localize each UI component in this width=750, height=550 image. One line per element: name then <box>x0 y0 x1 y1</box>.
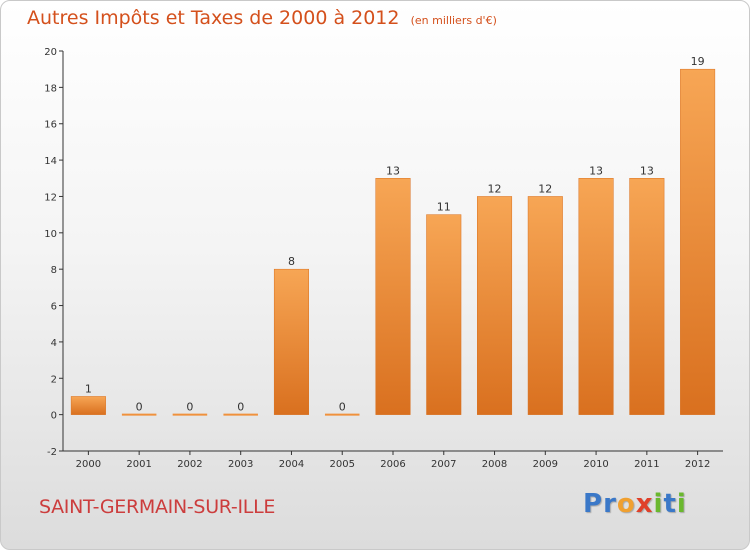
x-tick-label: 2006 <box>380 459 405 470</box>
x-tick-label: 2000 <box>76 459 101 470</box>
y-tick-label: 8 <box>51 265 57 276</box>
x-tick-label: 2011 <box>634 459 659 470</box>
y-tick-label: 20 <box>44 47 57 58</box>
bar-2007 <box>426 214 462 415</box>
y-tick-label: 16 <box>44 120 57 131</box>
y-tick-label: 2 <box>51 374 57 385</box>
data-label-2005: 0 <box>339 401 346 414</box>
data-label-2012: 19 <box>691 55 705 68</box>
x-tick-label: 2002 <box>177 459 202 470</box>
x-tick-label: 2007 <box>431 459 456 470</box>
y-tick-label: 12 <box>44 192 57 203</box>
x-tick-label: 2012 <box>685 459 710 470</box>
proxiti-logo: Proxiti <box>583 489 687 519</box>
y-tick-label: 0 <box>51 411 57 422</box>
y-tick-label: 10 <box>44 229 57 240</box>
logo-letter: o <box>616 489 636 519</box>
y-tick-label: 6 <box>51 302 57 313</box>
bar-2004 <box>273 268 309 415</box>
logo-letter: r <box>603 489 617 519</box>
data-label-2006: 13 <box>386 164 400 177</box>
data-label-2004: 8 <box>288 255 295 268</box>
y-tick-label: 14 <box>44 156 57 167</box>
x-tick-label: 2010 <box>583 459 608 470</box>
bar-2012 <box>680 68 716 415</box>
y-tick-label: -2 <box>47 447 57 458</box>
logo-letter: P <box>583 489 604 519</box>
commune-name: SAINT-GERMAIN-SUR-ILLE <box>39 496 276 518</box>
x-tick-label: 2001 <box>126 459 151 470</box>
data-label-2011: 13 <box>640 164 654 177</box>
data-label-2009: 12 <box>538 182 552 195</box>
y-tick-label: 18 <box>44 83 57 94</box>
x-tick-label: 2005 <box>330 459 355 470</box>
x-tick-label: 2004 <box>279 459 304 470</box>
bar-2011 <box>629 178 665 415</box>
data-label-2003: 0 <box>237 401 244 414</box>
bar-2006 <box>375 178 411 415</box>
data-label-2010: 13 <box>589 164 603 177</box>
logo-letter: x <box>635 489 654 519</box>
logo-letter: i <box>676 489 687 519</box>
bar-2009 <box>527 196 563 415</box>
data-label-2000: 1 <box>85 382 92 395</box>
y-tick-label: 4 <box>51 338 57 349</box>
data-label-2002: 0 <box>186 401 193 414</box>
bar-2010 <box>578 178 614 415</box>
x-tick-label: 2008 <box>482 459 507 470</box>
chart-subtitle: (en milliers d'€) <box>410 14 497 27</box>
data-label-2007: 11 <box>437 201 451 214</box>
logo-letter: i <box>653 489 664 519</box>
bar-2001 <box>121 413 157 416</box>
x-tick-label: 2003 <box>228 459 253 470</box>
bar-2002 <box>172 413 208 416</box>
bar-2000 <box>70 396 106 415</box>
x-tick-label: 2009 <box>533 459 558 470</box>
chart-title: Autres Impôts et Taxes de 2000 à 2012 <box>27 7 400 29</box>
bar-2005 <box>324 413 360 416</box>
bar-2008 <box>477 196 513 415</box>
logo-letter: t <box>663 489 677 519</box>
bar-2003 <box>223 413 258 416</box>
title-row: Autres Impôts et Taxes de 2000 à 2012 (e… <box>27 7 497 29</box>
data-label-2008: 12 <box>488 182 502 195</box>
data-label-2001: 0 <box>136 401 143 414</box>
